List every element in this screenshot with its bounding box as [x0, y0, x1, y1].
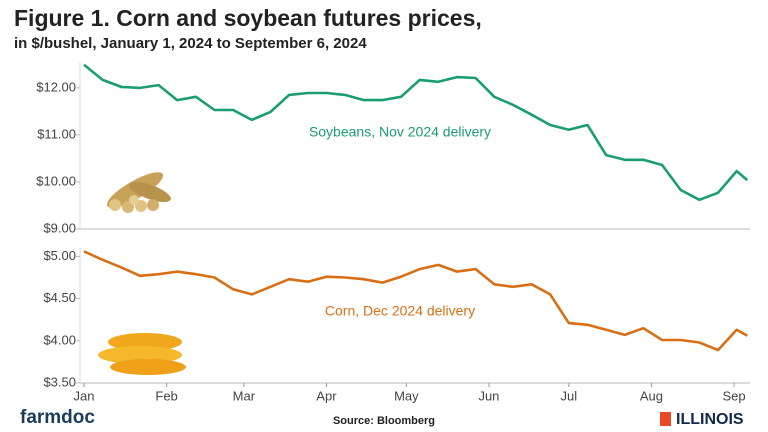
y-tick-label: $5.00 [43, 248, 76, 263]
x-tick-label: Jun [478, 388, 499, 403]
y-tick-label: $4.50 [43, 290, 76, 305]
x-tick-label: Aug [640, 388, 663, 403]
brand: farmdoc [20, 407, 95, 428]
x-tick-label: May [394, 388, 419, 403]
y-tick-label: $4.00 [43, 332, 76, 347]
source: Source: Bloomberg [333, 415, 435, 427]
logo-mark [660, 412, 671, 426]
annotation: Soybeans, Nov 2024 delivery [309, 124, 491, 140]
price-line [83, 250, 748, 352]
corn-icon [98, 333, 186, 375]
price-line [83, 63, 749, 202]
y-tick-label: $10.00 [36, 173, 76, 188]
x-tick-label: Mar [233, 388, 256, 403]
x-tick-label: Jan [74, 388, 95, 403]
y-tick-label: $9.00 [43, 220, 76, 235]
annotation: Corn, Dec 2024 delivery [325, 303, 475, 319]
y-tick-label: $3.50 [43, 374, 76, 389]
x-tick-label: Feb [155, 388, 177, 403]
soybean-icon [106, 172, 171, 213]
x-tick-label: Sep [722, 388, 745, 403]
y-tick-label: $11.00 [37, 126, 76, 141]
x-tick-label: Apr [316, 388, 337, 403]
x-tick-label: Jul [561, 388, 578, 403]
chart-title: Figure 1. Corn and soybean futures price… [14, 5, 482, 31]
logo: ILLINOIS [676, 411, 744, 428]
chart-subtitle: in $/bushel, January 1, 2024 to Septembe… [14, 35, 367, 52]
y-tick-label: $12.00 [36, 79, 76, 94]
